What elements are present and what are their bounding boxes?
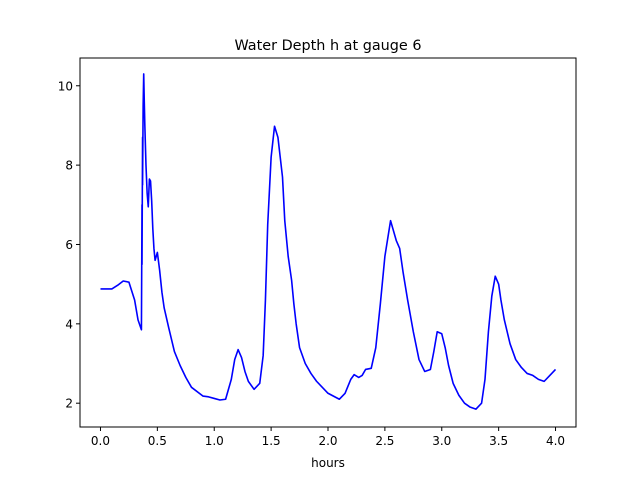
x-axis-label: hours: [311, 456, 345, 470]
x-tick-label: 2.5: [375, 434, 394, 448]
x-tick-label: 1.0: [205, 434, 224, 448]
chart-title: Water Depth h at gauge 6: [234, 38, 421, 54]
x-tick-label: 0.5: [148, 434, 167, 448]
x-tick-label: 2.0: [318, 434, 337, 448]
series-layer: [100, 73, 557, 410]
x-tick-label: 4.0: [546, 434, 565, 448]
y-tick-label: 8: [65, 159, 73, 173]
y-axis-ticks: 2 4 6 8 10: [58, 79, 80, 411]
y-tick-label: 10: [58, 79, 73, 93]
x-axis-ticks: 0.0 0.5 1.0 1.5 2.0 2.5 3.0 3.5 4.0: [91, 427, 565, 448]
y-tick-label: 2: [65, 397, 73, 411]
x-tick-label: 0.0: [91, 434, 110, 448]
x-tick-label: 1.5: [262, 434, 281, 448]
x-tick-label: 3.5: [489, 434, 508, 448]
y-tick-label: 4: [65, 317, 73, 331]
series-line-0: [100, 73, 557, 410]
x-tick-label: 3.0: [432, 434, 451, 448]
y-tick-label: 6: [65, 238, 73, 252]
